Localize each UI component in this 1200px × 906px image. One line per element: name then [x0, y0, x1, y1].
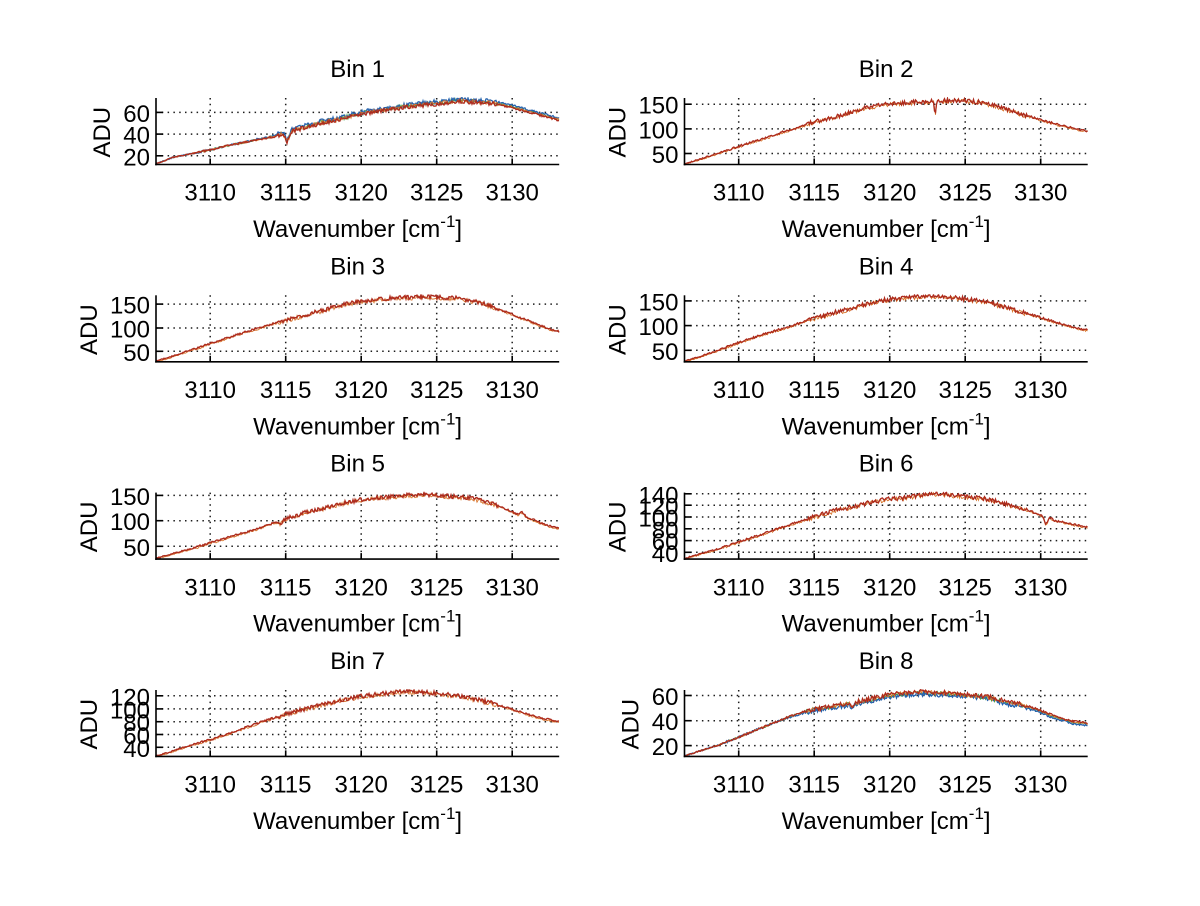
svg-text:50: 50 [123, 340, 150, 367]
svg-text:3115: 3115 [260, 574, 312, 601]
svg-text:40: 40 [652, 709, 679, 736]
svg-text:100: 100 [110, 317, 150, 344]
svg-text:Bin 7: Bin 7 [330, 648, 385, 675]
svg-text:Bin 4: Bin 4 [859, 253, 914, 280]
svg-text:40: 40 [123, 736, 150, 763]
svg-text:ADU: ADU [76, 699, 103, 750]
svg-text:3130: 3130 [486, 772, 539, 799]
svg-text:ADU: ADU [89, 107, 116, 158]
svg-text:120: 120 [638, 494, 678, 521]
svg-text:ADU: ADU [76, 502, 103, 553]
svg-text:3115: 3115 [260, 772, 312, 799]
svg-text:20: 20 [123, 144, 150, 171]
svg-text:3110: 3110 [713, 377, 765, 404]
svg-text:3115: 3115 [788, 180, 840, 207]
svg-text:Bin 2: Bin 2 [859, 56, 914, 83]
svg-text:100: 100 [110, 509, 150, 536]
svg-text:80: 80 [123, 710, 150, 737]
svg-text:3130: 3130 [1014, 574, 1067, 601]
svg-text:3120: 3120 [335, 574, 388, 601]
svg-text:ADU: ADU [604, 304, 631, 355]
svg-text:Wavenumber [cm-1]: Wavenumber [cm-1] [253, 804, 462, 835]
svg-text:3125: 3125 [410, 574, 463, 601]
svg-text:100: 100 [638, 506, 678, 533]
svg-text:3130: 3130 [1014, 772, 1067, 799]
svg-text:3125: 3125 [939, 574, 992, 601]
svg-text:Wavenumber [cm-1]: Wavenumber [cm-1] [782, 804, 991, 835]
svg-text:Wavenumber [cm-1]: Wavenumber [cm-1] [782, 607, 991, 638]
svg-text:Wavenumber [cm-1]: Wavenumber [cm-1] [253, 607, 462, 638]
svg-text:3115: 3115 [788, 574, 840, 601]
svg-text:3110: 3110 [184, 180, 236, 207]
svg-text:Wavenumber [cm-1]: Wavenumber [cm-1] [782, 409, 991, 440]
svg-text:60: 60 [123, 101, 150, 128]
svg-text:3130: 3130 [1014, 180, 1067, 207]
svg-text:Wavenumber [cm-1]: Wavenumber [cm-1] [782, 212, 991, 243]
svg-text:3115: 3115 [788, 772, 840, 799]
svg-text:100: 100 [638, 117, 678, 144]
svg-text:50: 50 [123, 535, 150, 562]
svg-text:ADU: ADU [618, 699, 645, 750]
svg-text:3125: 3125 [939, 180, 992, 207]
svg-text:40: 40 [123, 123, 150, 150]
svg-text:3125: 3125 [410, 772, 463, 799]
svg-text:3120: 3120 [335, 180, 388, 207]
svg-text:150: 150 [110, 484, 150, 511]
svg-text:20: 20 [652, 734, 679, 761]
svg-text:120: 120 [110, 684, 150, 711]
svg-text:3120: 3120 [335, 772, 388, 799]
svg-text:3110: 3110 [713, 772, 765, 799]
svg-text:Wavenumber [cm-1]: Wavenumber [cm-1] [253, 212, 462, 243]
svg-text:3110: 3110 [184, 772, 236, 799]
svg-text:3120: 3120 [863, 772, 916, 799]
svg-text:Bin 1: Bin 1 [330, 56, 385, 83]
svg-text:Bin 5: Bin 5 [330, 451, 385, 478]
svg-text:80: 80 [652, 517, 679, 544]
svg-text:140: 140 [638, 482, 678, 509]
svg-text:150: 150 [638, 93, 678, 120]
svg-text:3125: 3125 [410, 377, 463, 404]
svg-text:40: 40 [652, 541, 679, 568]
svg-text:3125: 3125 [939, 377, 992, 404]
svg-text:150: 150 [110, 293, 150, 320]
svg-text:3130: 3130 [1014, 377, 1067, 404]
svg-text:Bin 8: Bin 8 [859, 648, 914, 675]
svg-text:3125: 3125 [939, 772, 992, 799]
svg-text:3110: 3110 [184, 377, 236, 404]
svg-text:100: 100 [110, 697, 150, 724]
svg-text:3130: 3130 [486, 180, 539, 207]
svg-text:ADU: ADU [604, 502, 631, 553]
svg-text:3120: 3120 [863, 574, 916, 601]
svg-text:Wavenumber [cm-1]: Wavenumber [cm-1] [253, 409, 462, 440]
svg-text:3130: 3130 [486, 574, 539, 601]
svg-text:60: 60 [652, 684, 679, 711]
svg-text:Bin 6: Bin 6 [859, 451, 914, 478]
svg-text:3115: 3115 [788, 377, 840, 404]
svg-text:3120: 3120 [335, 377, 388, 404]
svg-text:Bin 3: Bin 3 [330, 253, 385, 280]
svg-text:3120: 3120 [863, 377, 916, 404]
svg-text:3110: 3110 [713, 180, 765, 207]
svg-text:3115: 3115 [260, 180, 312, 207]
svg-text:3120: 3120 [863, 180, 916, 207]
svg-text:60: 60 [123, 723, 150, 750]
svg-text:100: 100 [638, 314, 678, 341]
svg-text:50: 50 [652, 339, 679, 366]
svg-text:150: 150 [638, 289, 678, 316]
svg-text:ADU: ADU [604, 107, 631, 158]
svg-text:ADU: ADU [76, 304, 103, 355]
svg-text:3130: 3130 [486, 377, 539, 404]
svg-text:3125: 3125 [410, 180, 463, 207]
svg-text:60: 60 [652, 529, 679, 556]
svg-text:50: 50 [652, 142, 679, 169]
svg-text:3110: 3110 [713, 574, 765, 601]
svg-text:3110: 3110 [184, 574, 236, 601]
svg-text:3115: 3115 [260, 377, 312, 404]
